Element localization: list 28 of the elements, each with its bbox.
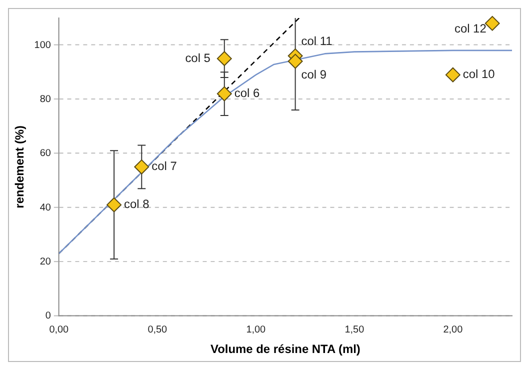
y-tick-label: 0 bbox=[45, 310, 52, 322]
point bbox=[288, 54, 303, 69]
annotation: col 11 bbox=[301, 34, 333, 48]
annotation: col 5 bbox=[185, 50, 211, 65]
point bbox=[216, 51, 232, 66]
x-axis-title: Volume de résine NTA (ml) bbox=[210, 342, 360, 356]
x-tick-label: 1,50 bbox=[344, 324, 365, 336]
annotation: col 8 bbox=[124, 197, 150, 212]
annotation: col 12 bbox=[454, 22, 487, 36]
point bbox=[445, 67, 460, 82]
y-tick-label: 20 bbox=[40, 256, 52, 268]
point bbox=[216, 86, 232, 102]
y-tick-label: 100 bbox=[34, 40, 52, 51]
x-tick-label: 0,00 bbox=[49, 324, 70, 336]
annotation: col 9 bbox=[301, 68, 327, 82]
annotation: col 10 bbox=[462, 67, 496, 82]
x-tick-label: 0,50 bbox=[148, 324, 168, 336]
point bbox=[134, 159, 150, 174]
x-tick-label: 1,00 bbox=[246, 324, 266, 336]
y-axis-title: rendement (%) bbox=[12, 125, 26, 208]
x-tick-label: 2,00 bbox=[443, 324, 464, 336]
annotation: col 7 bbox=[152, 159, 178, 174]
y-tick-label: 40 bbox=[40, 202, 52, 214]
y-tick-label: 60 bbox=[40, 148, 52, 160]
y-tick-label: 80 bbox=[40, 94, 52, 105]
annotation: col 6 bbox=[234, 86, 260, 100]
point bbox=[484, 16, 500, 31]
point bbox=[106, 197, 122, 212]
